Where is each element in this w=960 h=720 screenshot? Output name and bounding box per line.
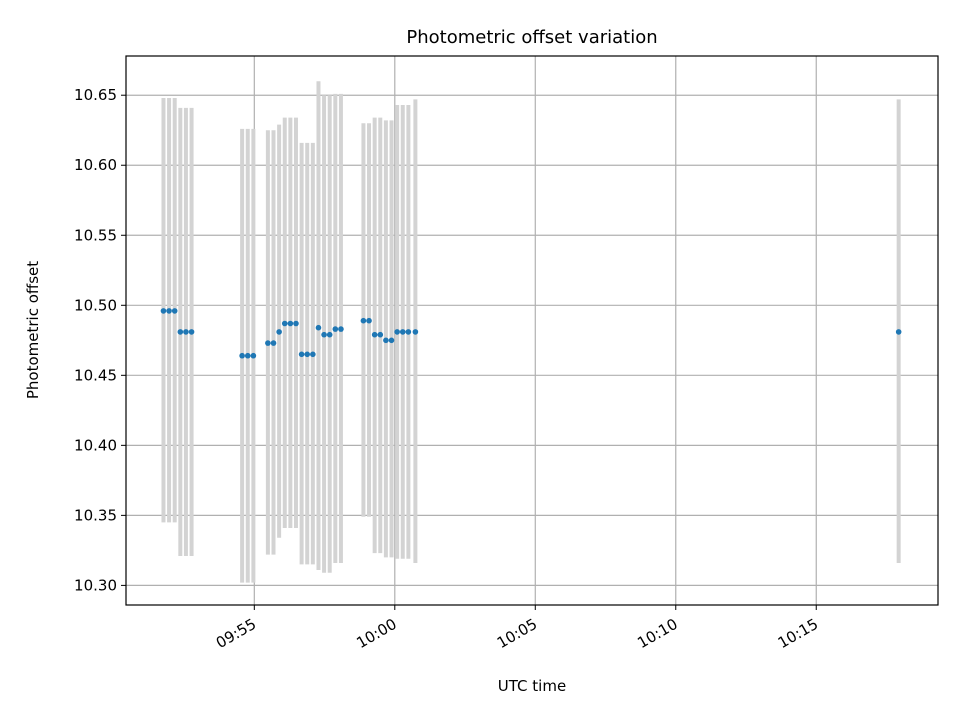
chart-title: Photometric offset variation (406, 27, 657, 48)
y-tick-label: 10.50 (74, 296, 117, 314)
data-point (399, 329, 406, 335)
data-point (281, 320, 288, 327)
data-point (332, 326, 339, 332)
data-point (366, 317, 372, 324)
data-point (405, 329, 412, 335)
y-tick-label: 10.65 (74, 86, 117, 104)
grid (126, 56, 938, 605)
data-point (321, 331, 327, 338)
data-point (371, 331, 378, 338)
data-point (394, 329, 400, 335)
data-point (298, 351, 305, 358)
x-tick-label: 10:00 (353, 615, 399, 652)
x-axis: 09:55 10:00 10:05 10:10 10:15 (213, 605, 821, 652)
data-point (287, 320, 294, 327)
y-tick-label: 10.40 (74, 436, 117, 454)
data-point (265, 340, 271, 346)
data-point (310, 351, 316, 358)
x-axis-label: UTC time (498, 677, 566, 695)
data-point (326, 331, 333, 338)
data-point (338, 326, 344, 332)
y-tick-label: 10.60 (74, 156, 117, 174)
data-point (177, 329, 184, 335)
y-axis: 10.30 10.35 10.40 10.45 10.50 10.55 10.60 10.65 (74, 86, 126, 594)
data-point (270, 340, 277, 346)
y-tick-label: 10.30 (74, 576, 117, 594)
plot-frame (125, 55, 939, 606)
data-point (293, 320, 299, 327)
data-point (360, 317, 367, 324)
data-point (160, 308, 167, 314)
data-point (239, 352, 245, 359)
x-tick-label: 10:10 (634, 615, 680, 652)
x-tick-label: 10:05 (494, 615, 540, 652)
data-point (383, 337, 389, 344)
data-point (412, 329, 419, 335)
error-bars (161, 81, 901, 583)
y-tick-label: 10.35 (74, 506, 117, 524)
data-point (250, 352, 257, 359)
data-point (276, 329, 282, 335)
data-point (188, 329, 195, 335)
data-point (244, 352, 251, 359)
data-points (160, 308, 902, 359)
y-tick-label: 10.55 (74, 226, 117, 244)
data-point (304, 351, 311, 358)
y-axis-label: Photometric offset (24, 261, 42, 399)
data-point (315, 324, 322, 331)
data-point (166, 308, 172, 314)
data-point (388, 337, 395, 344)
data-point (895, 329, 902, 335)
x-tick-label: 09:55 (213, 615, 259, 652)
data-point (377, 331, 384, 338)
x-tick-label: 10:15 (775, 615, 821, 652)
data-point (183, 329, 189, 335)
y-tick-label: 10.45 (74, 366, 117, 384)
data-point (171, 308, 178, 314)
